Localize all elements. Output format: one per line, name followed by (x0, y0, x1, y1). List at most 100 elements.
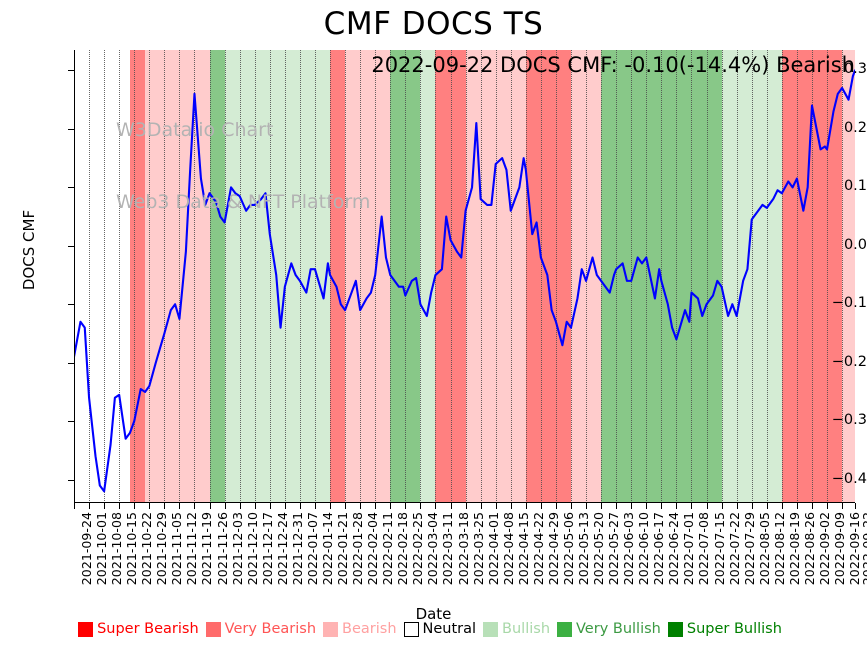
x-tick-mark (435, 503, 437, 509)
legend-label: Very Bullish (576, 621, 661, 637)
gridline (89, 50, 91, 503)
gridline (314, 50, 316, 503)
x-tick-mark (254, 503, 256, 509)
gridline (525, 50, 527, 503)
gridline (676, 50, 678, 503)
gridline (209, 50, 211, 503)
gridline (179, 50, 181, 503)
x-tick-label: 2022-07-15 (711, 512, 727, 586)
sentiment-band (145, 50, 211, 503)
gridline (420, 50, 422, 503)
gridline (571, 50, 572, 503)
gridline (149, 50, 151, 503)
x-tick-mark (781, 503, 783, 509)
x-tick-mark (224, 503, 226, 509)
gridline (194, 50, 196, 503)
gridline (134, 50, 136, 503)
x-tick-mark (480, 503, 482, 509)
x-tick-mark (510, 503, 512, 509)
x-tick-label: 2022-02-04 (365, 512, 381, 586)
legend-entry[interactable]: Super Bearish (78, 621, 199, 637)
x-tick-mark (345, 503, 347, 509)
x-tick-mark (164, 503, 166, 509)
legend-swatch-icon (557, 621, 573, 637)
x-tick-label: 2022-06-24 (666, 512, 682, 586)
legend-label: Very Bearish (224, 621, 317, 637)
x-tick-label: 2022-07-08 (696, 512, 712, 586)
legend-entry[interactable]: Neutral (403, 621, 477, 637)
legend-entry[interactable]: Bearish (323, 621, 397, 637)
legend-label: Neutral (422, 621, 477, 637)
x-tick-mark (420, 503, 422, 509)
x-tick-label: 2022-04-29 (545, 512, 561, 586)
y-tick-label: 0.1 (843, 178, 867, 195)
x-tick-mark (616, 503, 618, 509)
legend-entry[interactable]: Super Bullish (667, 621, 782, 637)
x-tick-label: 2021-11-12 (184, 512, 200, 586)
x-tick-label: 2022-04-08 (500, 512, 516, 586)
x-tick-mark (691, 503, 693, 509)
legend-entry[interactable]: Very Bullish (557, 621, 661, 637)
y-tick-label: −0.4 (831, 470, 867, 487)
x-tick-label: 2022-08-19 (786, 512, 802, 586)
sentiment-band (420, 50, 437, 503)
legend-entry[interactable]: Very Bearish (205, 621, 317, 637)
y-tick-mark (68, 245, 74, 247)
x-tick-label: 2022-04-22 (530, 512, 546, 586)
x-tick-label: 2022-01-14 (319, 512, 335, 586)
x-tick-label: 2022-05-27 (606, 512, 622, 586)
x-tick-label: 2022-01-21 (335, 512, 351, 586)
x-tick-label: 2022-07-01 (681, 512, 697, 586)
sentiment-band (842, 50, 855, 503)
gridline (661, 50, 663, 503)
y-tick-label: −0.3 (831, 412, 867, 429)
x-tick-label: 2022-02-18 (395, 512, 411, 586)
legend-label: Super Bullish (686, 621, 782, 637)
x-tick-mark (360, 503, 362, 509)
legend-label: Bearish (342, 621, 397, 637)
legend-entry[interactable]: Bullish (483, 621, 550, 637)
x-tick-mark (284, 503, 286, 509)
sentiment-band (209, 50, 226, 503)
x-tick-mark (119, 503, 121, 509)
gridline (254, 50, 256, 503)
x-tick-label: 2022-09-02 (816, 512, 832, 586)
gridline (736, 50, 738, 503)
y-tick-mark (68, 187, 74, 189)
x-tick-label: 2022-05-13 (576, 512, 591, 586)
x-tick-mark (375, 503, 377, 509)
y-axis-label: DOCS CMF (20, 209, 38, 291)
legend: Super Bearish Very Bearish Bearish Neutral B… (0, 621, 867, 637)
sentiment-band (330, 50, 346, 503)
sentiment-band (74, 50, 131, 503)
x-tick-label: 2022-01-07 (304, 512, 320, 586)
gridline (781, 50, 783, 503)
cmf-line-series (74, 69, 855, 493)
y-tick-label: −0.2 (831, 353, 867, 370)
gridline (646, 50, 648, 503)
gridline (345, 50, 347, 503)
x-tick-mark (796, 503, 798, 509)
legend-swatch-icon (323, 621, 339, 637)
gridline (827, 50, 829, 503)
x-tick-mark (149, 503, 151, 509)
x-tick-mark (555, 503, 557, 509)
x-tick-label: 2022-09-22 (860, 512, 867, 586)
x-tick-label: 2021-12-03 (229, 512, 245, 586)
x-tick-label: 2021-10-15 (124, 512, 140, 586)
y-tick-mark (68, 479, 74, 481)
plot-area (74, 50, 855, 503)
x-tick-label: 2022-08-05 (756, 512, 772, 586)
x-tick-mark (299, 503, 301, 509)
x-tick-label: 2021-11-26 (214, 512, 230, 586)
x-tick-label: 2022-06-17 (651, 512, 667, 586)
x-tick-mark (601, 503, 603, 509)
gridline (284, 50, 286, 503)
x-tick-mark (74, 503, 75, 509)
x-tick-label: 2021-12-24 (274, 512, 290, 586)
x-tick-mark (390, 503, 392, 509)
gridline (360, 50, 362, 503)
x-tick-mark (661, 503, 663, 509)
x-tick-mark (676, 503, 678, 509)
